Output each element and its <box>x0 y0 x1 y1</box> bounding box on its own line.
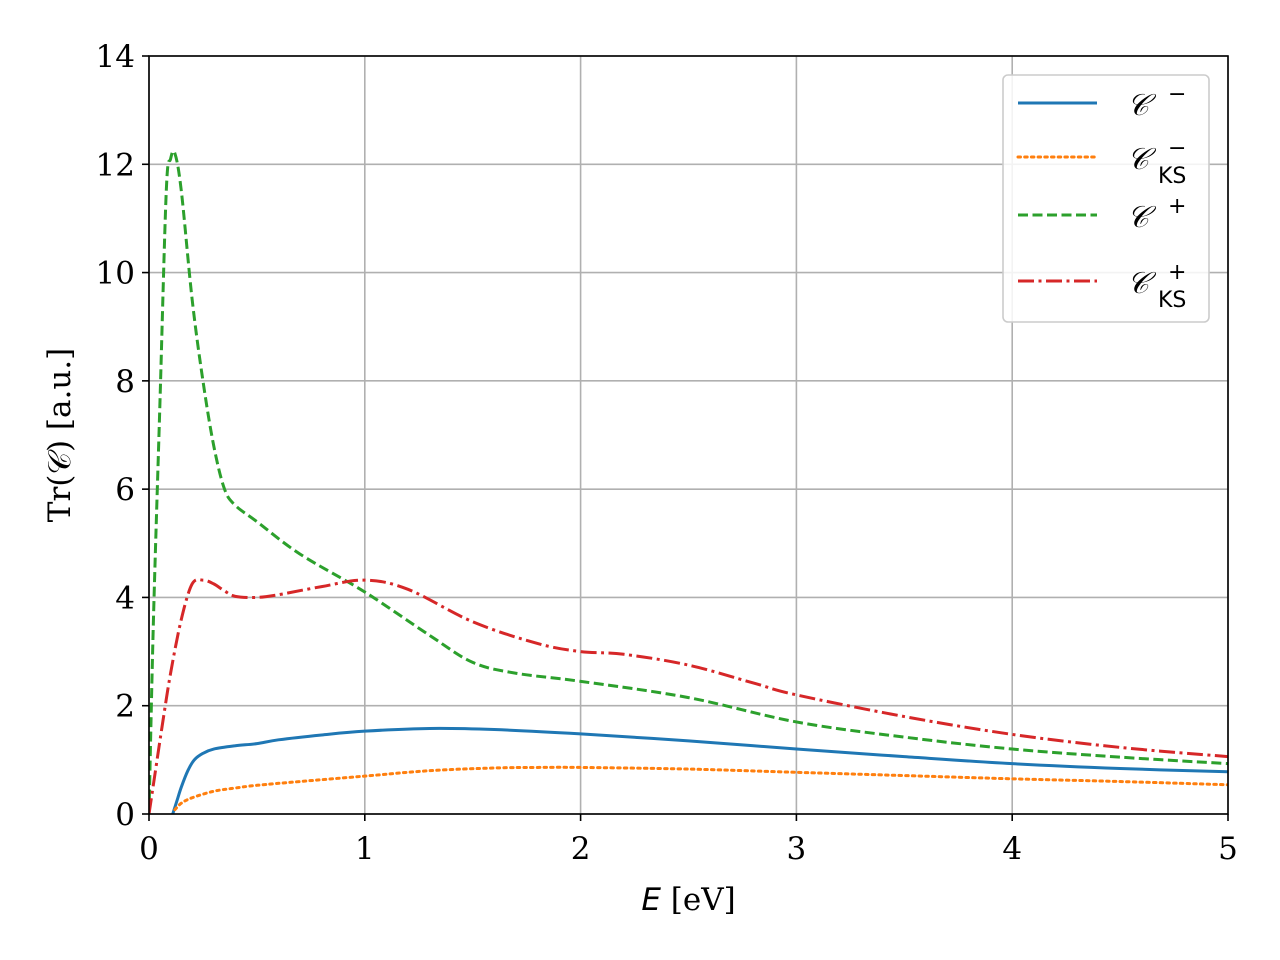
x-axis-label: E [eV] <box>641 882 735 918</box>
series-line-1 <box>171 726 1228 814</box>
y-tick-label: 2 <box>115 689 135 725</box>
legend: 𝒞 −𝒞 −KS𝒞 +𝒞 +KS <box>1002 74 1210 323</box>
legend-superscript: − <box>1168 136 1186 161</box>
x-axis-var: E <box>641 882 661 918</box>
series-clip <box>149 149 1228 814</box>
series-line-2 <box>173 765 1228 812</box>
legend-superscript: + <box>1168 260 1186 285</box>
legend-superscript: − <box>1168 82 1186 107</box>
y-axis-label: Tr(𝒞) [a.u.] <box>42 348 78 522</box>
y-tick-label: 4 <box>115 580 135 616</box>
ticks <box>142 55 1229 821</box>
x-tick-label: 5 <box>1218 831 1238 867</box>
y-tick-label: 8 <box>115 364 135 400</box>
legend-subscript: KS <box>1158 288 1186 313</box>
y-tick-label: 0 <box>115 797 135 833</box>
legend-subscript: KS <box>1158 164 1186 189</box>
x-tick-label: 2 <box>571 831 591 867</box>
legend-item: 𝒞 +KS <box>1018 260 1186 313</box>
y-tick-label: 14 <box>96 39 135 75</box>
x-tick-label: 1 <box>355 831 375 867</box>
y-tick-label: 6 <box>115 472 135 508</box>
series-layer <box>149 149 1228 814</box>
x-tick-label: 3 <box>787 831 807 867</box>
y-tick-label: 12 <box>96 147 135 183</box>
series-line-3 <box>149 149 1228 814</box>
legend-box <box>1002 74 1210 323</box>
y-tick-label: 10 <box>96 256 135 292</box>
series-line-4 <box>149 578 1228 814</box>
legend-superscript: + <box>1168 194 1186 219</box>
x-axis-unit: [eV] <box>661 882 736 918</box>
plot-frame <box>148 55 1229 815</box>
x-tick-label: 0 <box>139 831 159 867</box>
x-tick-label: 4 <box>1002 831 1022 867</box>
